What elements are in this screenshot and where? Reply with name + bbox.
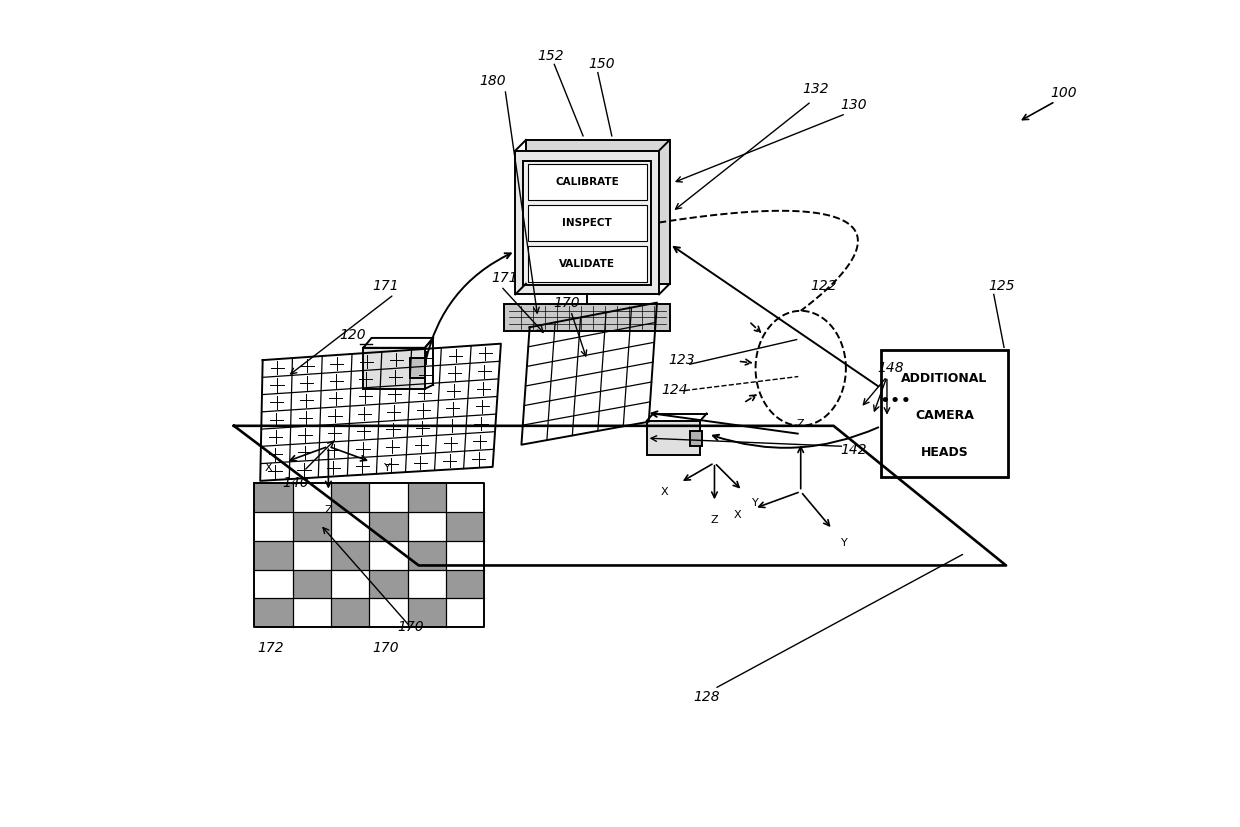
FancyBboxPatch shape — [523, 161, 651, 284]
FancyBboxPatch shape — [526, 140, 670, 284]
Text: 170: 170 — [372, 641, 399, 655]
Text: HEADS: HEADS — [920, 447, 968, 460]
Text: 122: 122 — [811, 280, 837, 294]
FancyBboxPatch shape — [647, 421, 701, 456]
Polygon shape — [446, 570, 485, 598]
Text: 128: 128 — [693, 690, 719, 704]
FancyBboxPatch shape — [527, 246, 647, 282]
Polygon shape — [293, 570, 331, 598]
Polygon shape — [370, 570, 408, 598]
Text: CAMERA: CAMERA — [915, 409, 973, 423]
Text: •••: ••• — [879, 392, 911, 410]
Text: 170: 170 — [553, 295, 580, 309]
Polygon shape — [293, 512, 331, 541]
Text: 120: 120 — [340, 328, 366, 342]
Polygon shape — [331, 541, 370, 570]
FancyBboxPatch shape — [410, 358, 425, 378]
Text: X: X — [661, 486, 668, 496]
Text: 170: 170 — [397, 620, 424, 634]
FancyBboxPatch shape — [880, 350, 1008, 477]
Text: 152: 152 — [537, 49, 563, 63]
Text: Y: Y — [384, 463, 391, 473]
FancyBboxPatch shape — [691, 431, 702, 446]
Text: 132: 132 — [802, 82, 828, 96]
FancyBboxPatch shape — [527, 205, 647, 241]
Polygon shape — [408, 483, 446, 512]
Polygon shape — [254, 598, 293, 627]
Text: 140: 140 — [283, 476, 309, 490]
Polygon shape — [370, 512, 408, 541]
Text: 180: 180 — [480, 74, 506, 88]
Text: Y: Y — [841, 538, 847, 548]
Text: X: X — [265, 463, 273, 473]
Text: 148: 148 — [878, 361, 904, 375]
Text: ADDITIONAL: ADDITIONAL — [901, 372, 987, 385]
FancyBboxPatch shape — [527, 164, 647, 200]
Text: 171: 171 — [492, 271, 518, 285]
FancyBboxPatch shape — [363, 348, 425, 389]
Text: VALIDATE: VALIDATE — [559, 259, 615, 269]
Text: Y: Y — [751, 499, 759, 509]
Text: 100: 100 — [1050, 86, 1076, 100]
Polygon shape — [408, 541, 446, 570]
FancyBboxPatch shape — [505, 304, 670, 331]
Polygon shape — [254, 541, 293, 570]
Text: 130: 130 — [841, 98, 868, 112]
Polygon shape — [254, 483, 293, 512]
Text: 171: 171 — [372, 280, 399, 294]
Polygon shape — [446, 512, 485, 541]
Text: 124: 124 — [662, 384, 688, 398]
Text: Z: Z — [797, 419, 805, 429]
Text: Z: Z — [711, 515, 718, 525]
Text: X: X — [734, 509, 742, 519]
Polygon shape — [331, 483, 370, 512]
Text: CALIBRATE: CALIBRATE — [556, 177, 619, 187]
Polygon shape — [408, 598, 446, 627]
Text: Z: Z — [325, 504, 332, 514]
Text: 125: 125 — [988, 280, 1016, 294]
Text: 150: 150 — [589, 57, 615, 71]
Text: INSPECT: INSPECT — [562, 218, 613, 228]
Text: 142: 142 — [841, 443, 868, 457]
Text: 123: 123 — [668, 353, 694, 367]
FancyBboxPatch shape — [516, 151, 658, 294]
Polygon shape — [331, 598, 370, 627]
Text: 172: 172 — [258, 641, 284, 655]
